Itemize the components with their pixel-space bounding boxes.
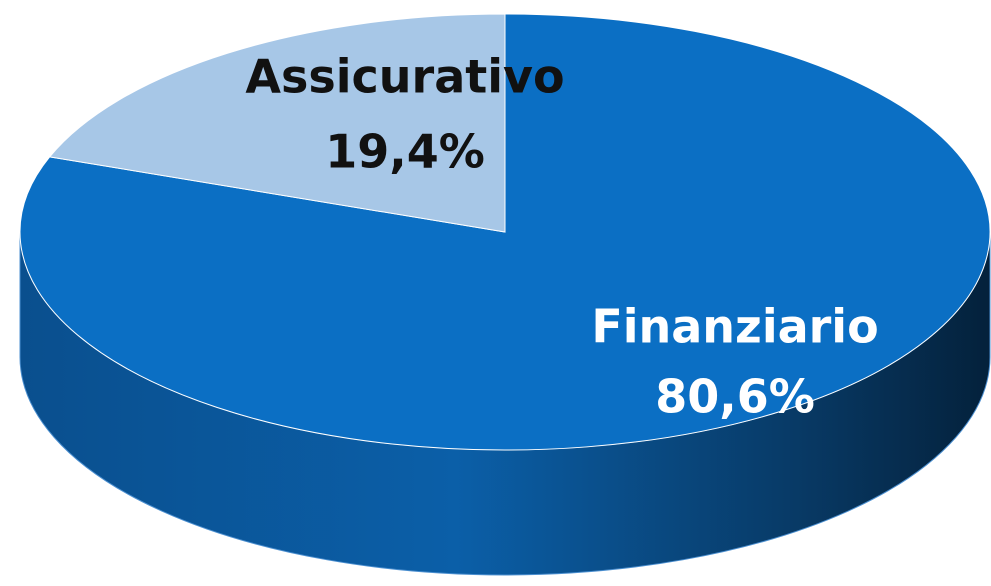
pie-slice xyxy=(48,13,506,233)
slice-value-label: 19,4% xyxy=(325,125,485,179)
slice-label: Finanziario xyxy=(591,300,878,354)
pie: Finanziario 80,6% Assicurativo 19,4% xyxy=(19,13,991,576)
slice-value-label: 80,6% xyxy=(655,370,815,424)
slice-label: Assicurativo xyxy=(245,50,564,104)
